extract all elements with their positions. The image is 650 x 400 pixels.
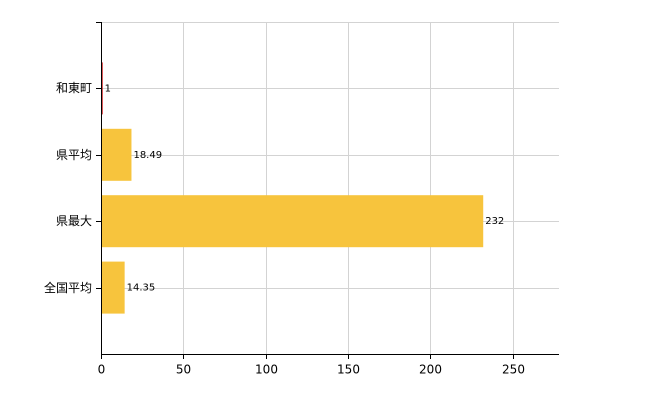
value-label: 14.35 (127, 283, 156, 294)
bar (101, 195, 484, 248)
x-tick-label: 0 (98, 363, 106, 377)
y-tick-label: 県平均 (56, 148, 92, 162)
bar (101, 261, 125, 314)
y-tick-label: 和東町 (56, 81, 92, 95)
value-label: 1 (105, 83, 111, 94)
x-tick-label: 50 (176, 363, 191, 377)
x-tick-label: 100 (255, 363, 278, 377)
value-label: 18.49 (133, 150, 162, 161)
y-tick-label: 県最大 (56, 214, 92, 228)
x-tick-label: 200 (419, 363, 442, 377)
x-tick-label: 250 (502, 363, 525, 377)
y-tick-label: 全国平均 (44, 280, 92, 295)
value-label: 232 (485, 216, 504, 227)
bar (101, 128, 132, 181)
x-tick-label: 150 (337, 363, 360, 377)
